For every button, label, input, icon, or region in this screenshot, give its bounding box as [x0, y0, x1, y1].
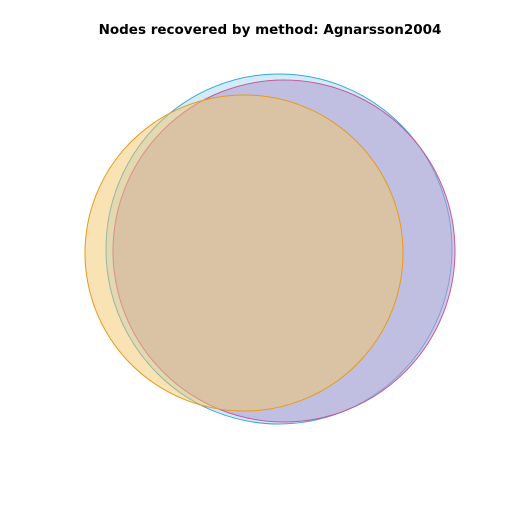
set-orange-ellipse	[84, 94, 404, 412]
chart-title: Nodes recovered by method: Agnarsson2004	[98, 22, 442, 38]
